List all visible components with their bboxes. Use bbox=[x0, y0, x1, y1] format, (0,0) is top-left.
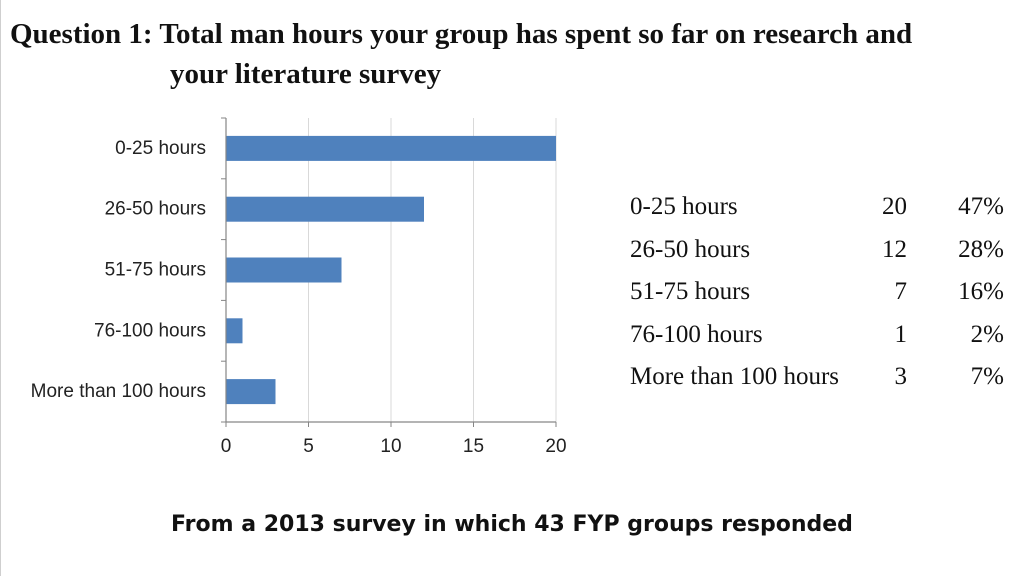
table-row: 0-25 hours 20 47% bbox=[630, 186, 1004, 229]
title-line-1: Question 1: Total man hours your group h… bbox=[10, 18, 913, 50]
row-percent: 28% bbox=[958, 235, 1004, 263]
slide-title: Question 1: Total man hours your group h… bbox=[10, 14, 1000, 94]
bar bbox=[226, 379, 276, 405]
row-count: 7 bbox=[894, 278, 908, 306]
category-label: 26-50 hours bbox=[105, 199, 206, 220]
row-count: 3 bbox=[894, 363, 908, 391]
survey-footnote: From a 2013 survey in which 43 FYP group… bbox=[171, 512, 853, 537]
row-label: 26-50 hours bbox=[630, 235, 751, 263]
row-label: 0-25 hours bbox=[630, 193, 738, 221]
row-count: 20 bbox=[882, 193, 907, 221]
row-count: 1 bbox=[894, 320, 908, 348]
bar bbox=[226, 257, 342, 283]
row-percent: 47% bbox=[958, 193, 1004, 221]
row-count: 12 bbox=[882, 235, 907, 263]
x-tick-label: 15 bbox=[463, 436, 484, 457]
category-label: 51-75 hours bbox=[105, 260, 206, 281]
category-label: 76-100 hours bbox=[94, 320, 206, 341]
title-line-2: your literature survey bbox=[170, 58, 442, 90]
bar bbox=[226, 196, 424, 222]
x-tick-label: 20 bbox=[545, 436, 566, 457]
category-label: More than 100 hours bbox=[31, 381, 206, 402]
bar bbox=[226, 135, 556, 161]
category-label: 0-25 hours bbox=[115, 138, 206, 159]
x-tick-label: 10 bbox=[380, 436, 401, 457]
row-percent: 16% bbox=[958, 278, 1004, 306]
table-row: 51-75 hours 7 16% bbox=[630, 271, 1004, 314]
table-row: 26-50 hours 12 28% bbox=[630, 229, 1004, 272]
table-row: More than 100 hours 3 7% bbox=[630, 356, 1004, 399]
x-tick-label: 0 bbox=[221, 436, 232, 457]
row-label: 51-75 hours bbox=[630, 278, 751, 306]
row-label: More than 100 hours bbox=[630, 363, 839, 391]
summary-table: 0-25 hours 20 47% 26-50 hours 12 28% 51-… bbox=[630, 186, 1004, 399]
bar bbox=[226, 318, 243, 344]
row-percent: 2% bbox=[970, 320, 1004, 348]
table-row: 76-100 hours 1 2% bbox=[630, 314, 1004, 357]
x-tick-label: 5 bbox=[303, 436, 314, 457]
row-percent: 7% bbox=[970, 363, 1004, 391]
bar-chart: 0-25 hours 26-50 hours 51-75 hours 76-100 h… bbox=[31, 117, 567, 457]
row-label: 76-100 hours bbox=[630, 320, 763, 348]
